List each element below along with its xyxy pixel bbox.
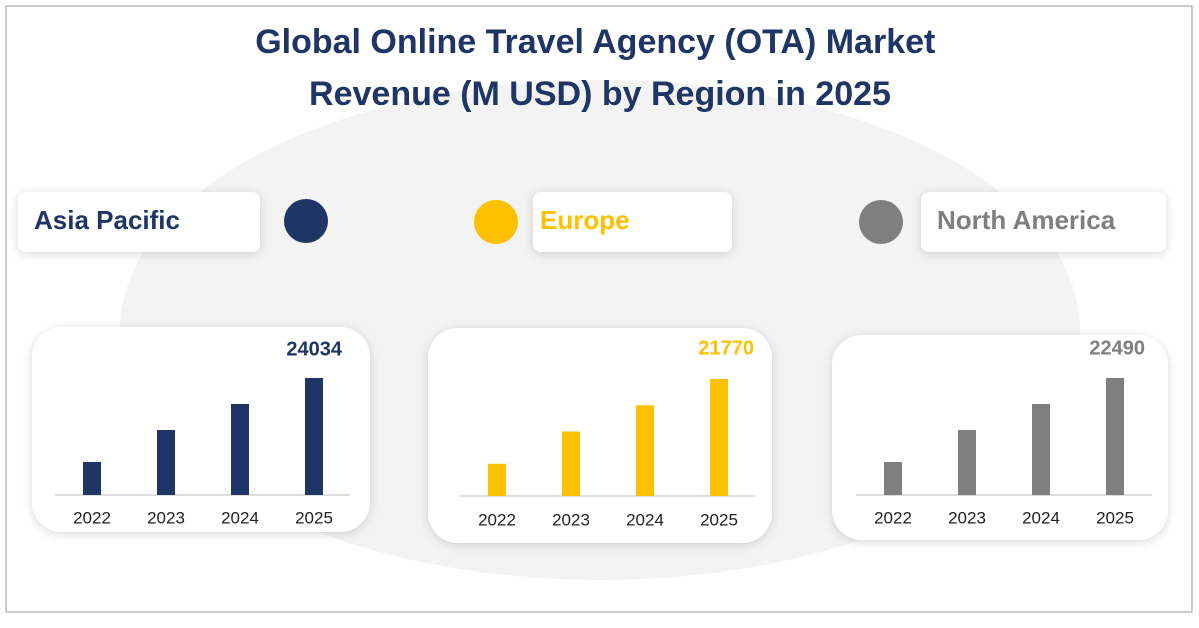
x-tick-label: 2025 bbox=[700, 510, 738, 529]
region-dot bbox=[474, 200, 518, 244]
title-line: Revenue (M USD) by Region in 2025 bbox=[309, 75, 891, 113]
x-tick-label: 2025 bbox=[1096, 508, 1134, 527]
bar bbox=[884, 462, 902, 495]
bar bbox=[636, 405, 654, 496]
region-label: Asia Pacific bbox=[34, 205, 180, 235]
region-label: North America bbox=[937, 205, 1116, 235]
bar bbox=[1032, 404, 1050, 495]
value-label: 22490 bbox=[1089, 337, 1145, 359]
x-tick-label: 2022 bbox=[874, 508, 912, 527]
region-box bbox=[921, 192, 1166, 252]
bar bbox=[157, 430, 175, 495]
region-dot bbox=[859, 200, 903, 244]
bar bbox=[1106, 378, 1124, 495]
bar bbox=[231, 404, 249, 495]
x-tick-label: 2022 bbox=[478, 510, 516, 529]
x-tick-label: 2025 bbox=[295, 508, 333, 527]
bar bbox=[83, 461, 101, 495]
region-box bbox=[533, 192, 732, 252]
region-dot bbox=[284, 199, 328, 243]
chart-panel bbox=[428, 328, 772, 543]
value-label: 24034 bbox=[286, 338, 342, 360]
value-label: 21770 bbox=[698, 337, 754, 359]
x-tick-label: 2023 bbox=[552, 510, 590, 529]
chart-panel bbox=[832, 335, 1168, 540]
title: Global Online Travel Agency (OTA) Market… bbox=[255, 23, 945, 113]
bar bbox=[958, 430, 976, 495]
x-tick-label: 2024 bbox=[626, 510, 664, 529]
bar bbox=[562, 431, 580, 496]
region-box bbox=[18, 192, 260, 252]
x-tick-label: 2024 bbox=[1022, 508, 1060, 527]
bar bbox=[710, 379, 728, 496]
x-tick-label: 2023 bbox=[948, 508, 986, 527]
x-tick-label: 2023 bbox=[147, 508, 185, 527]
region-label: Europe bbox=[540, 205, 630, 235]
bar bbox=[488, 463, 506, 496]
x-tick-label: 2024 bbox=[221, 508, 259, 527]
bar bbox=[305, 378, 323, 495]
x-tick-label: 2022 bbox=[73, 508, 111, 527]
chart-panel bbox=[32, 327, 370, 532]
title-line: Global Online Travel Agency (OTA) Market bbox=[255, 23, 935, 61]
